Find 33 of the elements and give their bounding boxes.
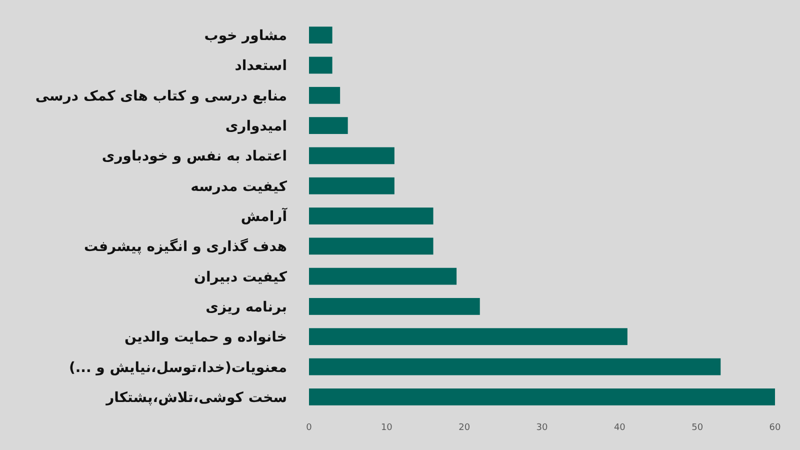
x-tick-label: 0 (306, 423, 312, 433)
bar (309, 208, 434, 224)
bar (309, 388, 775, 406)
bar (309, 147, 394, 164)
bar (309, 86, 340, 104)
bar (309, 298, 480, 315)
y-tick-label: استعداد (234, 58, 287, 74)
x-tick-label: 20 (458, 423, 470, 433)
y-tick-label: معنویات(خدا،توسل،نیایش و ...) (68, 360, 287, 376)
x-tick-label: 50 (692, 423, 704, 433)
y-tick-label: کیفیت دبیران (194, 269, 288, 286)
y-tick-label: منابع درسی و کتاب های کمک درسی (35, 88, 287, 104)
bar (309, 26, 332, 44)
y-tick-label: کیفیت مدرسه (190, 178, 288, 195)
x-tick-label: 60 (769, 423, 781, 433)
bar (309, 177, 394, 194)
x-tick-label: 30 (536, 423, 548, 433)
y-tick-label: مشاور خوب (204, 28, 287, 44)
x-tick-label: 10 (380, 423, 393, 433)
y-tick-label: سخت کوشی،تلاش،پشتکار (105, 390, 287, 406)
x-tick-label: 40 (614, 423, 626, 433)
y-tick-label: خانواده و حمایت والدین (124, 330, 287, 346)
bar (309, 56, 332, 74)
y-tick-label: آرامش (240, 207, 288, 225)
y-tick-label: امیدواری (225, 118, 287, 135)
y-tick-label: اعتماد به نفس و خودباوری (102, 148, 287, 165)
bar (309, 238, 434, 255)
bar (309, 358, 721, 376)
bar (309, 268, 457, 285)
y-tick-label: برنامه ریزی (206, 299, 287, 316)
bar (309, 328, 628, 346)
bar (309, 117, 348, 134)
y-tick-label: هدف گذاری و انگیزه پیشرفت (84, 238, 287, 256)
